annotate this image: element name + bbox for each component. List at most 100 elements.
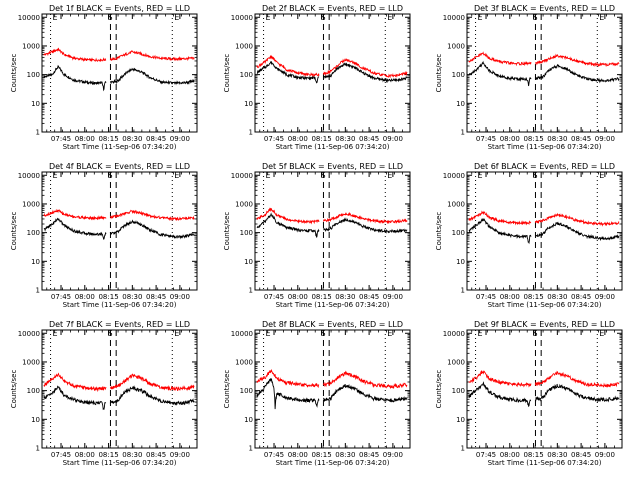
- y-tick-label: 1: [36, 445, 40, 453]
- x-tick-label: 09:00: [595, 293, 615, 301]
- time-marker-label: S: [107, 13, 112, 22]
- x-tick-label: 08:15: [98, 293, 118, 301]
- y-tick-label: 10: [31, 100, 40, 108]
- x-axis-label: Start Time (11-Sep-06 07:34:20): [488, 301, 602, 309]
- time-marker-label: S: [532, 13, 537, 22]
- y-tick-label: 10: [31, 258, 40, 266]
- x-tick-label: 08:30: [122, 135, 142, 143]
- time-marker-label: E: [478, 13, 483, 22]
- y-tick-label: 1: [461, 287, 465, 295]
- plot-frame: [254, 171, 411, 291]
- panel-title: Det 2f BLACK = Events, RED = LLD: [262, 4, 403, 13]
- x-tick-label: 07:45: [51, 293, 71, 301]
- x-tick-label: 08:15: [523, 135, 543, 143]
- y-tick-label: 10000: [18, 14, 40, 22]
- detector-panel-6: Det 6f BLACK = Events, RED = LLD 1 10 100 10…: [435, 162, 623, 309]
- y-tick-label: 1000: [447, 358, 465, 366]
- y-tick-label: 1000: [235, 42, 253, 50]
- y-tick-label: 10000: [231, 14, 253, 22]
- series-line-lld: [43, 47, 195, 62]
- y-tick-label: 10: [31, 416, 40, 424]
- y-tick-label: 1000: [22, 358, 40, 366]
- y-axis-label: Counts/sec: [435, 212, 443, 251]
- time-marker-label: E: [53, 171, 58, 180]
- x-tick-label: 08:30: [547, 451, 567, 459]
- plot-frame: [254, 13, 411, 133]
- series-line-lld: [468, 51, 620, 68]
- series-line-lld: [43, 372, 195, 393]
- x-tick-label: 07:45: [51, 135, 71, 143]
- x-tick-label: 08:00: [288, 451, 308, 459]
- y-tick-label: 10: [456, 416, 465, 424]
- time-marker-label: E: [266, 171, 271, 180]
- y-tick-label: 1000: [22, 200, 40, 208]
- x-tick-label: 08:45: [571, 293, 591, 301]
- y-tick-label: 1: [36, 287, 40, 295]
- time-marker-label: E: [387, 171, 392, 180]
- y-axis-label: Counts/sec: [435, 370, 443, 409]
- x-tick-label: 08:00: [500, 451, 520, 459]
- time-marker-label: E: [599, 171, 604, 180]
- series-line-events: [43, 64, 195, 92]
- time-marker-label: S: [532, 329, 537, 338]
- y-tick-label: 1: [249, 445, 253, 453]
- detector-panel-5: Det 5f BLACK = Events, RED = LLD 1 10 100 10…: [223, 162, 411, 309]
- y-tick-label: 100: [27, 229, 40, 237]
- y-tick-label: 10000: [18, 172, 40, 180]
- plot-frame: [466, 329, 623, 449]
- series-line-lld: [43, 208, 195, 222]
- panel-title: Det 5f BLACK = Events, RED = LLD: [262, 162, 403, 171]
- x-tick-label: 08:45: [571, 135, 591, 143]
- y-tick-label: 1000: [235, 358, 253, 366]
- y-tick-label: 1: [36, 129, 40, 137]
- y-tick-label: 1000: [235, 200, 253, 208]
- x-axis-label: Start Time (11-Sep-06 07:34:20): [276, 459, 390, 467]
- x-tick-label: 07:45: [264, 293, 284, 301]
- x-axis-label: Start Time (11-Sep-06 07:34:20): [63, 301, 177, 309]
- y-tick-label: 1: [249, 287, 253, 295]
- plot-frame: [254, 329, 411, 449]
- time-marker-label: S: [107, 171, 112, 180]
- series-line-lld: [256, 207, 408, 225]
- y-tick-label: 100: [240, 387, 253, 395]
- panel-title: Det 4f BLACK = Events, RED = LLD: [49, 162, 190, 171]
- time-marker-label: S: [320, 329, 325, 338]
- time-marker-label: E: [387, 329, 392, 338]
- time-marker-label: E: [387, 13, 392, 22]
- time-marker-label: E: [478, 171, 483, 180]
- panel-title: Det 1f BLACK = Events, RED = LLD: [49, 4, 190, 13]
- y-axis-label: Counts/sec: [10, 370, 18, 409]
- x-axis-label: Start Time (11-Sep-06 07:34:20): [276, 301, 390, 309]
- y-axis-label: Counts/sec: [223, 54, 231, 93]
- time-marker-label: E: [266, 329, 271, 338]
- y-tick-label: 100: [452, 387, 465, 395]
- x-tick-label: 09:00: [170, 135, 190, 143]
- x-tick-label: 09:00: [383, 135, 403, 143]
- y-tick-label: 10000: [18, 330, 40, 338]
- y-tick-label: 1000: [447, 42, 465, 50]
- y-tick-label: 100: [27, 71, 40, 79]
- x-axis-label: Start Time (11-Sep-06 07:34:20): [488, 459, 602, 467]
- x-tick-label: 08:15: [523, 293, 543, 301]
- y-tick-label: 10: [244, 100, 253, 108]
- y-tick-label: 1: [461, 445, 465, 453]
- x-tick-label: 08:45: [146, 135, 166, 143]
- x-tick-label: 08:30: [122, 451, 142, 459]
- y-tick-label: 1: [461, 129, 465, 137]
- x-tick-label: 09:00: [383, 451, 403, 459]
- time-marker-label: S: [320, 13, 325, 22]
- x-tick-label: 08:30: [335, 293, 355, 301]
- panel-title: Det 8f BLACK = Events, RED = LLD: [262, 320, 403, 329]
- x-tick-label: 08:45: [359, 135, 379, 143]
- time-marker-label: E: [53, 329, 58, 338]
- y-tick-label: 100: [452, 71, 465, 79]
- x-tick-label: 08:15: [98, 451, 118, 459]
- x-tick-label: 08:30: [547, 293, 567, 301]
- x-tick-label: 08:15: [311, 451, 331, 459]
- y-tick-label: 10: [244, 258, 253, 266]
- series-line-events: [468, 60, 620, 87]
- x-tick-label: 08:30: [122, 293, 142, 301]
- x-tick-label: 08:00: [75, 135, 95, 143]
- plot-frame: [41, 329, 198, 449]
